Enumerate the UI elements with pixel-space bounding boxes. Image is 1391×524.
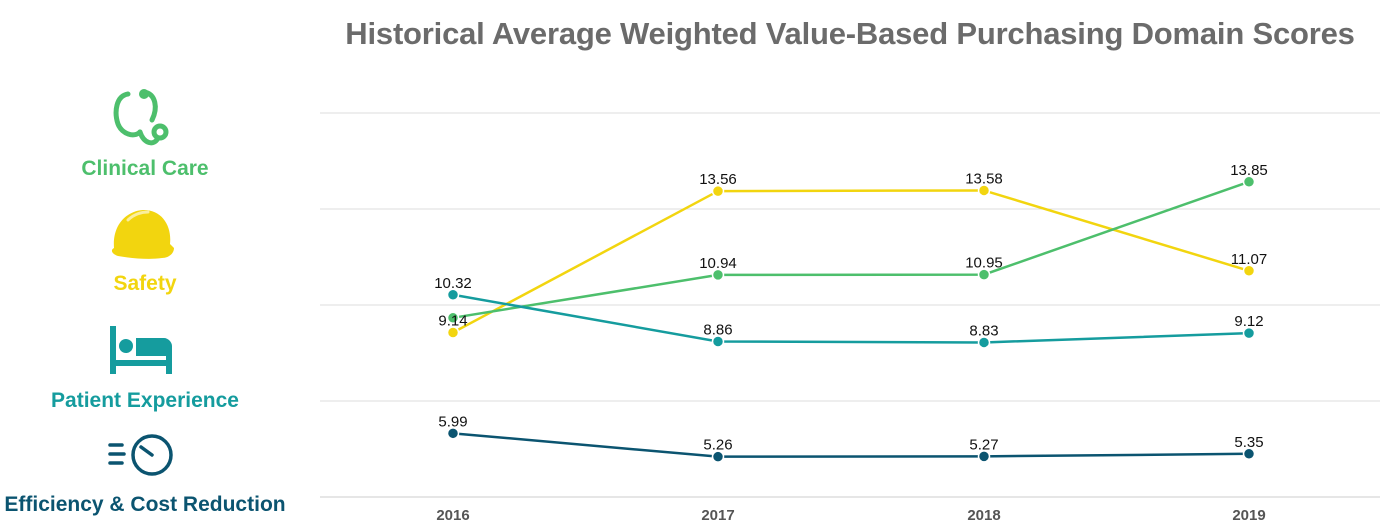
data-label-efficiency: 5.26	[703, 437, 732, 454]
data-label-patient_experience: 9.12	[1234, 313, 1263, 330]
x-axis-ticks: 2016 2017 2018 2019	[436, 507, 1265, 524]
legend-safety: Safety	[113, 272, 177, 295]
data-point-clinical_care	[1242, 175, 1256, 189]
x-tick-label: 2019	[1232, 507, 1265, 524]
hospital-bed-icon	[110, 326, 172, 374]
data-point-safety	[711, 184, 725, 198]
stethoscope-icon	[113, 89, 169, 146]
data-point-clinical_care	[446, 311, 460, 325]
data-point-patient_experience	[446, 288, 460, 302]
series-line-patient_experience	[452, 293, 1250, 344]
data-point-efficiency	[977, 450, 991, 463]
data-point-efficiency	[711, 450, 725, 463]
legend-patient-experience: Patient Experience	[51, 389, 239, 412]
x-tick-label: 2018	[967, 507, 1000, 524]
data-label-efficiency: 5.99	[438, 413, 467, 430]
chart-title: Historical Average Weighted Value-Based …	[345, 16, 1355, 51]
data-label-clinical_care: 10.94	[699, 255, 737, 272]
legend-efficiency: Efficiency & Cost Reduction	[4, 493, 286, 516]
hard-hat-icon	[111, 210, 174, 259]
x-tick-label: 2017	[701, 507, 734, 524]
data-label-efficiency: 5.35	[1234, 434, 1263, 451]
series-line-clinical_care	[452, 180, 1250, 320]
data-point-safety	[1242, 264, 1256, 278]
data-point-efficiency	[446, 427, 460, 440]
speed-gauge-icon	[108, 434, 173, 476]
data-label-safety: 9.14	[438, 313, 467, 330]
series-line-efficiency	[452, 432, 1250, 458]
data-label-patient_experience: 10.32	[434, 275, 472, 292]
grid-lines	[320, 112, 1380, 498]
data-label-efficiency: 5.27	[969, 436, 998, 453]
data-point-clinical_care	[711, 268, 725, 282]
data-point-patient_experience	[977, 336, 991, 349]
data-label-safety: 11.07	[1231, 251, 1267, 268]
data-point-patient_experience	[711, 335, 725, 348]
data-label-clinical_care: 13.85	[1230, 162, 1268, 179]
data-label-clinical_care: 10.95	[965, 255, 1003, 272]
legend-clinical-care: Clinical Care	[81, 157, 209, 180]
data-label-patient_experience: 8.86	[703, 321, 732, 338]
data-label-patient_experience: 8.83	[969, 322, 998, 339]
data-point-safety	[977, 184, 991, 197]
data-label-safety: 13.56	[699, 171, 737, 188]
data-point-safety	[446, 326, 460, 339]
x-tick-label: 2016	[436, 507, 469, 524]
data-labels: 9.14 13.56 13.58 11.07 10.94 10.95 13.85 10.32 8…	[434, 162, 1268, 454]
series-points	[446, 175, 1256, 463]
data-point-efficiency	[1242, 447, 1256, 461]
series-lines	[452, 180, 1250, 458]
series-line-safety	[452, 189, 1250, 334]
data-point-clinical_care	[977, 268, 991, 281]
data-point-patient_experience	[1242, 326, 1256, 340]
data-label-safety: 13.58	[965, 170, 1003, 187]
